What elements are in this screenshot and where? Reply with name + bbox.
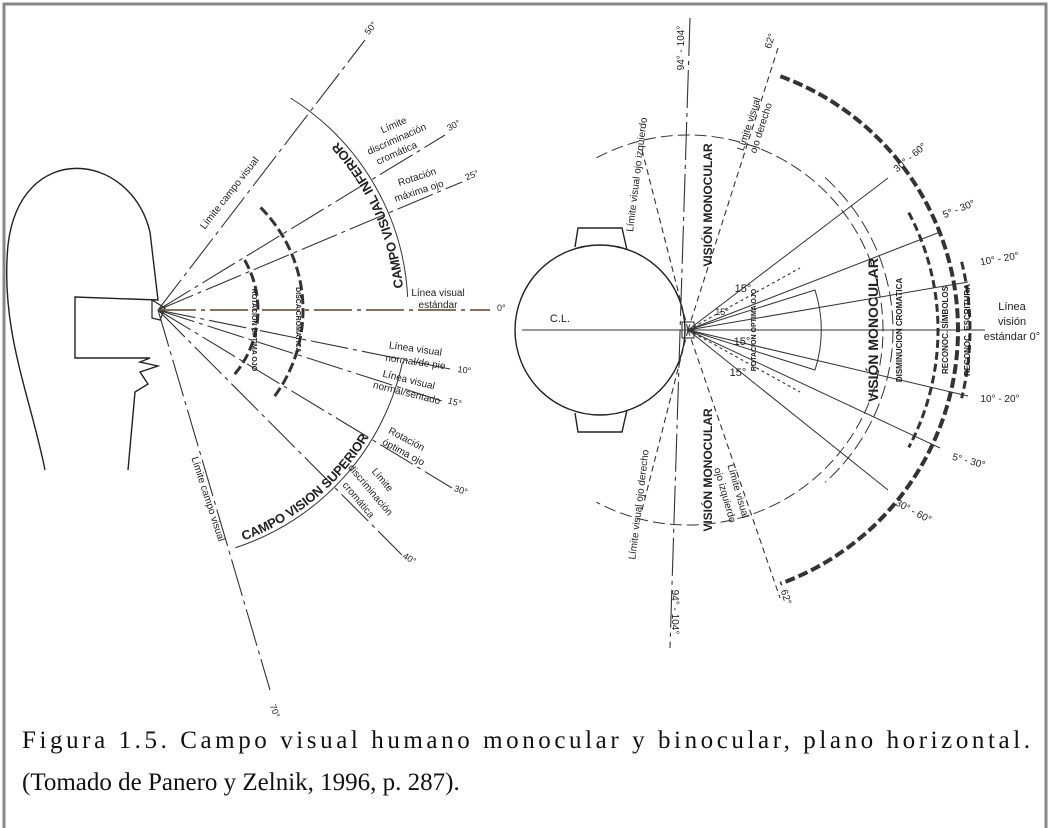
- wedge: [686, 289, 822, 371]
- label: 10° - 20°: [980, 394, 1019, 405]
- ray: [687, 329, 941, 449]
- ray: [157, 181, 463, 311]
- label: 10° - 20°: [979, 251, 1019, 269]
- arc-label-path: CAMPO VISUAL INFERIOR: [328, 139, 406, 289]
- label: ROTACION OPTIMA OJO: [250, 289, 257, 372]
- label: 62°: [763, 32, 778, 50]
- head-profile: [5, 167, 151, 471]
- eye: [151, 298, 166, 321]
- label: 15°: [734, 336, 751, 348]
- ray: [157, 134, 446, 311]
- arc: [960, 261, 972, 399]
- label: Línea: [998, 301, 1026, 313]
- ray: [687, 281, 969, 331]
- ray: [157, 309, 446, 403]
- label: DISMINUCION CROMATICA: [895, 278, 904, 383]
- ray: [157, 309, 403, 556]
- label: 15°: [735, 283, 752, 295]
- label: 25°: [464, 168, 481, 183]
- ray: [641, 149, 689, 331]
- label: RECONOC. SÍMBOLOS: [941, 285, 950, 374]
- label: Línea visual: [411, 288, 464, 299]
- label: 0°: [497, 303, 506, 313]
- arc-label: CAMPO VISUAL INFERIOR: [328, 139, 406, 289]
- ear: [574, 409, 628, 433]
- caption-line: (Tomado de Panero y Zelnik, 1996, p. 287…: [22, 769, 460, 796]
- ray: [687, 329, 969, 397]
- arc: [259, 206, 305, 401]
- arc: [779, 74, 960, 586]
- face: [74, 231, 161, 471]
- label: 62°: [778, 588, 793, 606]
- label: 15°: [730, 367, 747, 379]
- arc: [824, 177, 894, 483]
- label: Límite campo visual: [198, 155, 261, 231]
- ray: [157, 309, 456, 371]
- ray: [157, 309, 271, 691]
- arc: [596, 134, 884, 526]
- label: 30°: [453, 483, 469, 497]
- arc: [233, 259, 260, 376]
- label: 70°: [268, 703, 282, 720]
- label: 10°: [457, 364, 472, 376]
- label: VISIÓN MONOCULAR: [700, 408, 715, 532]
- label: 94° - 104°: [669, 590, 680, 635]
- label: C.L.: [550, 313, 570, 325]
- ray: [687, 231, 941, 331]
- label: ROTACION OPTIMA OJO: [751, 288, 758, 371]
- label: 5° - 30°: [951, 452, 986, 471]
- label: VISIÓN MONOCULAR: [864, 258, 881, 402]
- ray: [687, 177, 889, 331]
- label: 40°: [401, 551, 418, 567]
- label: Límite campo visual: [188, 456, 226, 543]
- label: 15°: [447, 396, 463, 409]
- arc: [290, 97, 409, 297]
- label: 94° - 104°: [676, 26, 687, 71]
- label: RECONOC. ESCRITURA: [963, 284, 972, 376]
- ray: [669, 17, 691, 649]
- ray: [687, 329, 781, 599]
- arc: [235, 361, 404, 549]
- label: DISCA CROMATICA: [294, 287, 301, 353]
- label: 15°: [715, 307, 729, 317]
- label: visión: [998, 316, 1026, 328]
- label: VISIÓN MONOCULAR: [700, 143, 715, 267]
- ray: [157, 39, 366, 311]
- label: 50°: [363, 19, 380, 36]
- label: Límite visual ojo derecho: [627, 449, 651, 561]
- ray: [687, 329, 889, 491]
- ray: [641, 329, 689, 511]
- label: estándar 0°: [984, 331, 1040, 343]
- label: 5° - 30°: [941, 198, 976, 221]
- ear: [574, 227, 628, 251]
- label: Límite visual ojo izquierdo: [625, 116, 650, 232]
- label: 30°: [445, 118, 462, 133]
- label: estándar: [419, 300, 459, 311]
- ray: [157, 309, 453, 489]
- caption-line: Figura 1.5. Campo visual humano monocula…: [22, 727, 1030, 754]
- arc: [907, 211, 940, 449]
- label: 30° - 60°: [893, 498, 933, 526]
